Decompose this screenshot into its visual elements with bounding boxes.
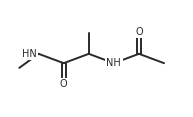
Text: NH: NH (107, 58, 121, 68)
Text: O: O (60, 79, 68, 89)
Text: O: O (135, 27, 143, 37)
Text: HN: HN (22, 49, 37, 59)
